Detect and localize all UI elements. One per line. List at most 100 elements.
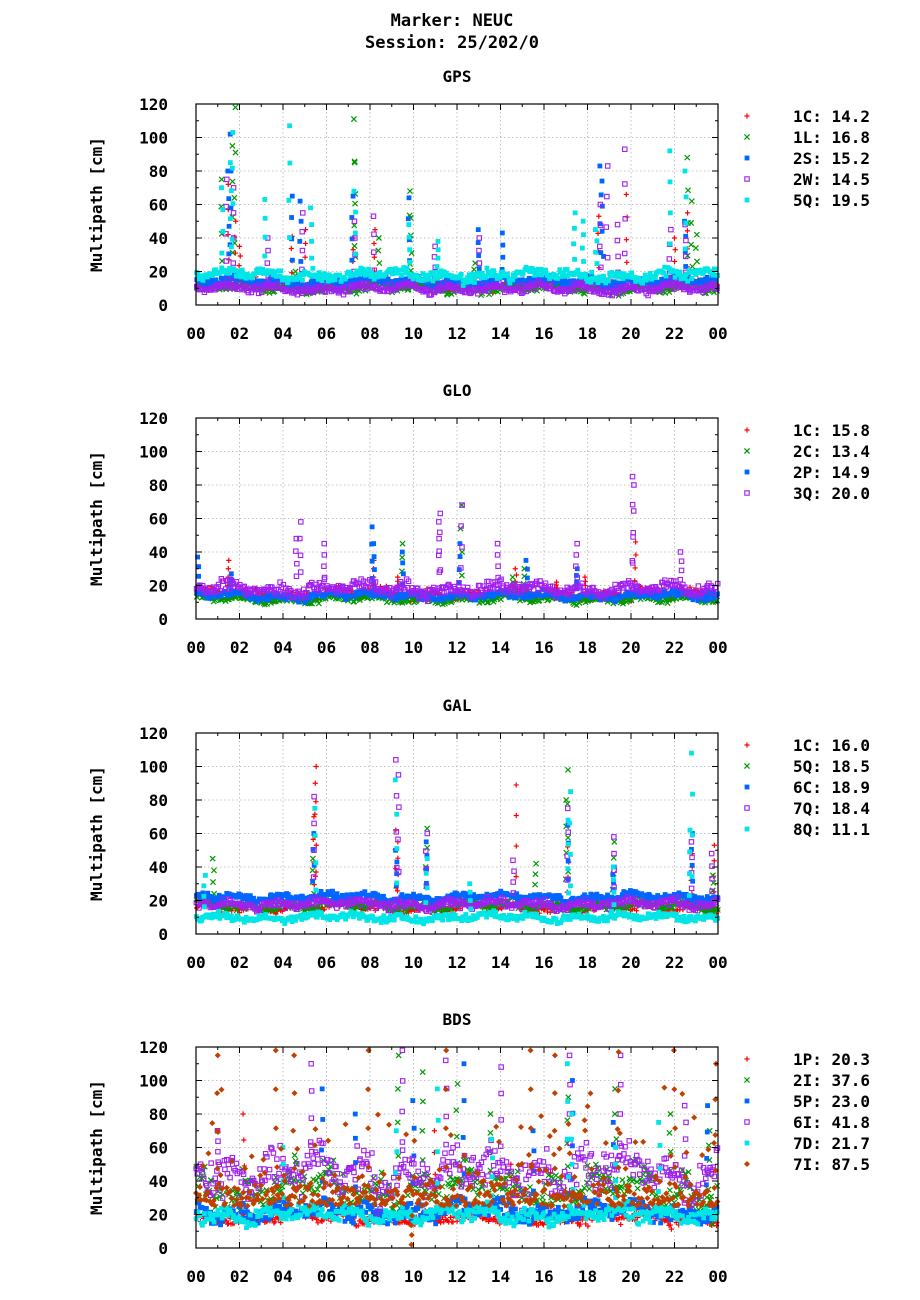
y-tick-label: 60: [149, 196, 168, 215]
legend-label: 1P: 20.3: [793, 1050, 870, 1069]
legend-label: 7D: 21.7: [793, 1134, 870, 1153]
legend: 1C: 16.0 5Q: 18.5 6C: 18.9 7Q: 18.4 8Q: 11.1: [743, 736, 870, 839]
x-tick-label: 18: [578, 638, 597, 657]
legend-label: 5Q: 18.5: [793, 757, 870, 776]
x-tick-label: 00: [186, 638, 205, 657]
legend-label: 8Q: 11.1: [793, 820, 870, 839]
x-tick-label: 00: [708, 1267, 727, 1286]
x-tick-label: 16: [534, 1267, 553, 1286]
series-2W: [193, 146, 720, 299]
series-3Q: [193, 473, 721, 605]
legend-label: 1C: 15.8: [793, 421, 870, 440]
y-tick-label: 80: [149, 1105, 168, 1124]
x-tick-label: 16: [534, 953, 553, 972]
x-tick-label: 16: [534, 638, 553, 657]
x-tick-label: 22: [665, 1267, 684, 1286]
legend-item-2P: 2P: 14.9: [744, 463, 870, 482]
y-axis-label: Multipath [cm]: [87, 451, 106, 586]
legend-item-1C: 1C: 16.0: [744, 736, 870, 755]
x-tick-label: 06: [317, 953, 336, 972]
y-tick-label: 100: [139, 129, 168, 148]
legend-label: 2P: 14.9: [793, 463, 870, 482]
x-tick-label: 00: [186, 953, 205, 972]
y-tick-label: 60: [149, 510, 168, 529]
grid: [196, 104, 718, 305]
legend: 1P: 20.3 2I: 37.6 5P: 23.0 6I: 41.8 7D: 21.7…: [743, 1050, 870, 1174]
x-tick-label: 02: [230, 1267, 249, 1286]
figure-title-marker: Marker: NEUC: [391, 11, 514, 31]
y-axis-label: Multipath [cm]: [87, 1080, 106, 1215]
y-tick-label: 0: [158, 1239, 168, 1258]
series-2S: [194, 131, 720, 291]
legend-item-1C: 1C: 14.2: [744, 107, 870, 126]
x-tick-label: 06: [317, 324, 336, 343]
y-tick-label: 20: [149, 1206, 168, 1225]
x-tick-label: 18: [578, 953, 597, 972]
x-tick-label: 22: [665, 324, 684, 343]
y-tick-label: 40: [149, 1172, 168, 1191]
panel-title: BDS: [443, 1010, 472, 1029]
y-tick-label: 40: [149, 858, 168, 877]
legend-label: 1C: 14.2: [793, 107, 870, 126]
legend-item-5Q: 5Q: 18.5: [743, 757, 870, 776]
legend-label: 2W: 14.5: [793, 170, 870, 189]
x-tick-label: 14: [491, 953, 510, 972]
legend-item-2S: 2S: 15.2: [744, 149, 870, 168]
y-tick-label: 120: [139, 409, 168, 428]
legend-label: 3Q: 20.0: [793, 484, 870, 503]
x-tick-label: 14: [491, 324, 510, 343]
axis-ticks: 00 02 04 06 08 10 12 14 16 18 20 22 0002040608010012…: [139, 724, 728, 972]
y-axis-label: Multipath [cm]: [87, 137, 106, 272]
x-tick-label: 00: [186, 1267, 205, 1286]
y-tick-label: 120: [139, 95, 168, 114]
x-tick-label: 00: [708, 953, 727, 972]
legend-item-2C: 2C: 13.4: [743, 442, 870, 461]
x-tick-label: 04: [273, 1267, 292, 1286]
legend-item-1C: 1C: 15.8: [744, 421, 870, 440]
panel-title: GPS: [443, 67, 472, 86]
y-tick-label: 40: [149, 229, 168, 248]
x-tick-label: 00: [186, 324, 205, 343]
x-tick-label: 10: [404, 638, 423, 657]
y-tick-label: 100: [139, 758, 168, 777]
x-tick-label: 04: [273, 324, 292, 343]
legend-item-6C: 6C: 18.9: [744, 778, 870, 797]
x-tick-label: 20: [621, 953, 640, 972]
x-tick-label: 18: [578, 324, 597, 343]
x-tick-label: 04: [273, 638, 292, 657]
x-tick-label: 08: [360, 638, 379, 657]
y-tick-label: 60: [149, 825, 168, 844]
x-tick-label: 12: [447, 953, 466, 972]
x-tick-label: 20: [621, 324, 640, 343]
y-tick-label: 100: [139, 1072, 168, 1091]
series-8Q: [193, 750, 721, 927]
y-tick-label: 0: [158, 925, 168, 944]
chart-panel-gal: GAL Multipath [cm] 00 02 04 06 08 10 12 14 16 18 20 2…: [87, 696, 870, 972]
legend-label: 7Q: 18.4: [793, 799, 870, 818]
y-tick-label: 60: [149, 1139, 168, 1158]
x-tick-label: 06: [317, 638, 336, 657]
legend-label: 2S: 15.2: [793, 149, 870, 168]
y-tick-label: 20: [149, 577, 168, 596]
legend-label: 7I: 87.5: [793, 1155, 870, 1174]
legend-item-7D: 7D: 21.7: [744, 1134, 870, 1153]
x-tick-label: 12: [447, 1267, 466, 1286]
y-tick-label: 20: [149, 263, 168, 282]
series-7Q: [193, 757, 721, 916]
axis-ticks: 00 02 04 06 08 10 12 14 16 18 20 22 0002040608010012…: [139, 95, 728, 343]
series-5Q: [194, 123, 720, 288]
x-tick-label: 08: [360, 324, 379, 343]
y-tick-label: 80: [149, 162, 168, 181]
axis-ticks: 00 02 04 06 08 10 12 14 16 18 20 22 0002040608010012…: [139, 409, 728, 657]
x-tick-label: 16: [534, 324, 553, 343]
data-points: [193, 473, 721, 609]
y-tick-label: 100: [139, 443, 168, 462]
legend-label: 6C: 18.9: [793, 778, 870, 797]
x-tick-label: 06: [317, 1267, 336, 1286]
x-tick-label: 12: [447, 324, 466, 343]
y-tick-label: 80: [149, 476, 168, 495]
x-tick-label: 08: [360, 1267, 379, 1286]
x-tick-label: 22: [665, 953, 684, 972]
